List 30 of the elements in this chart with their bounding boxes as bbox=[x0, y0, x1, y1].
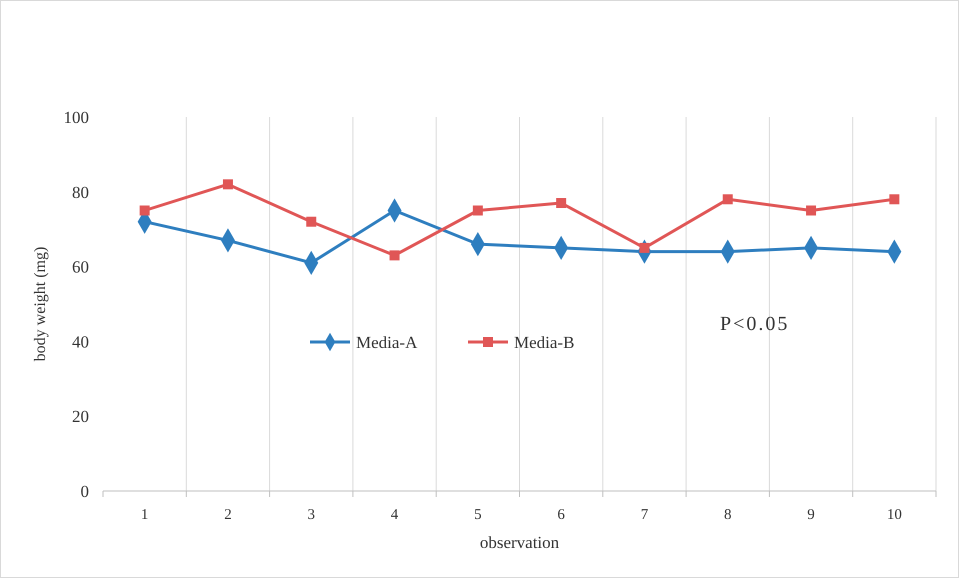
x-tick-label: 8 bbox=[724, 507, 732, 523]
point bbox=[306, 216, 316, 227]
x-tick-label: 7 bbox=[640, 507, 649, 523]
y-tick-label: 40 bbox=[72, 332, 89, 352]
legend-label: Media-A bbox=[356, 332, 418, 352]
y-tick-label: 60 bbox=[72, 258, 89, 277]
point bbox=[140, 206, 150, 216]
x-tick-label: 5 bbox=[474, 507, 482, 523]
x-axis-title: observation bbox=[480, 533, 560, 552]
legend-label: Media-B bbox=[514, 332, 574, 352]
annotation: P<0.05 bbox=[720, 313, 790, 335]
x-tick-label: 10 bbox=[886, 507, 902, 523]
x-tick-label: 9 bbox=[807, 507, 815, 523]
point bbox=[889, 194, 900, 204]
point bbox=[556, 198, 566, 208]
x-tick-label: 6 bbox=[557, 507, 566, 523]
x-tick-label: 4 bbox=[390, 507, 399, 523]
point bbox=[472, 206, 483, 216]
point bbox=[722, 194, 733, 204]
y-axis-title: body weight (mg) bbox=[32, 246, 49, 362]
y-tick-label: 80 bbox=[72, 182, 89, 202]
point bbox=[806, 206, 816, 216]
x-tick-label: 2 bbox=[224, 507, 232, 523]
y-tick-label: 20 bbox=[72, 407, 89, 426]
x-tick-label: 3 bbox=[308, 507, 315, 523]
point bbox=[390, 250, 400, 260]
x-tick-label: 1 bbox=[140, 507, 148, 523]
y-tick-label: 100 bbox=[64, 108, 89, 127]
point bbox=[222, 179, 233, 190]
y-tick-label: 0 bbox=[80, 482, 89, 501]
